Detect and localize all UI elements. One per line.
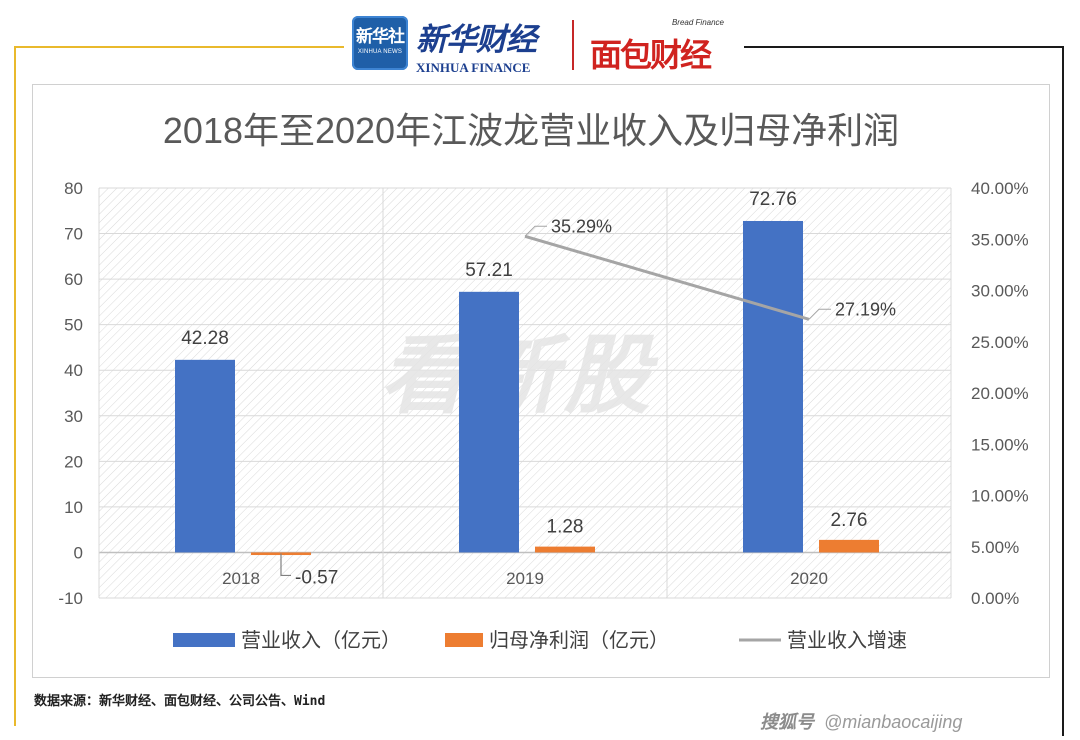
y-right-tick-label: 25.00% [971,333,1029,352]
chart-svg: 2018年至2020年江波龙营业收入及归母净利润 -10 0 10 20 30 40 50 60… [58,110,1029,652]
mianbao-en: Bread Finance [671,18,724,27]
sohu-brand: 搜狐号 [760,712,814,732]
y-right-tick-label: 15.00% [971,435,1029,454]
plot-area-background [99,188,951,598]
y-left-tick-label: 40 [64,361,83,380]
x-tick-label-2020: 2020 [790,569,828,588]
legend-label-2: 营业收入增速 [787,629,907,652]
line-revenue-growth [524,234,810,321]
watermark-text: 看新股 [380,328,659,424]
chart-container: 2018年至2020年江波龙营业收入及归母净利润 -10 0 10 20 30 40 50 60… [32,84,1050,678]
xinhua-badge-en: XINHUA NEWS [357,49,403,55]
frame-line-top-left [14,46,344,48]
mianbao-cn: 面包财经 [590,36,712,74]
label-profit-2018: -0.57 [295,567,338,588]
logo-divider [572,20,574,70]
legend-label-1: 归母净利润（亿元） [489,629,669,652]
source-note: 数据来源：新华财经、面包财经、公司公告、Wind [34,694,326,709]
y-right-tick-label: 35.00% [971,230,1029,249]
y-left-tick-label: 30 [64,407,83,426]
y-left-tick-label: 20 [64,452,83,471]
y-left-tick-label: 70 [64,225,83,244]
xinhua-news-logo: 新华社 XINHUA NEWS [352,16,408,70]
sohu-watermark: 搜狐号 @mianbaocaijing [760,708,962,734]
label-profit-2019: 1.28 [547,517,584,538]
bar-profit-2020 [819,539,879,553]
bar-revenue-2018 [175,359,235,553]
y-left-tick-label: 60 [64,270,83,289]
legend-label-0: 营业收入（亿元） [241,629,401,652]
y-right-tick-label: 10.00% [971,487,1029,506]
label-revenue-2018: 42.28 [181,328,229,349]
y-right-tick-label: 0.00% [971,589,1019,608]
legend-swatch-0 [173,633,235,647]
label-revenue-2019: 57.21 [465,260,513,281]
x-tick-label-2019: 2019 [506,569,544,588]
y-right-tick-label: 20.00% [971,384,1029,403]
label-profit-2020: 2.76 [831,510,868,531]
y-right-tick-label: 40.00% [971,179,1029,198]
mianbao-finance-logo: Bread Finance 面包财经 [590,16,740,74]
leader-growth-2020 [808,308,831,320]
sohu-handle: @mianbaocaijing [824,712,963,732]
y-left-tick-label: 80 [64,179,83,198]
xinhua-badge-cn: 新华社 [356,27,405,47]
bar-revenue-2020 [743,220,803,553]
chart-title: 2018年至2020年江波龙营业收入及归母净利润 [163,110,899,151]
y-right-tick-label: 5.00% [971,538,1019,557]
label-growth-2020: 27.19% [835,299,896,319]
xinhua-finance-en: XINHUA FINANCE [416,60,531,75]
frame-line-right [1062,46,1064,736]
label-growth-2019: 35.29% [551,216,612,236]
frame-line-top-right [744,46,1064,48]
y-left-tick-label: 50 [64,316,83,335]
x-tick-label-2018: 2018 [222,569,260,588]
leader-profit-2018 [280,553,291,577]
y-left-tick-label: 10 [64,498,83,517]
leader-growth-2019 [524,225,547,237]
y-left-tick-label: 0 [74,543,83,562]
legend-swatch-1 [445,633,483,647]
bar-revenue-2019 [459,291,519,553]
y-right-tick-label: 30.00% [971,282,1029,301]
xinhua-finance-cn: 新华财经 [416,22,537,58]
bar-profit-2019 [535,546,595,553]
label-revenue-2020: 72.76 [749,189,797,210]
y-left-tick-label: -10 [58,589,83,608]
frame-line-left [14,46,16,726]
xinhua-finance-logo: 新华财经 XINHUA FINANCE [416,14,566,75]
